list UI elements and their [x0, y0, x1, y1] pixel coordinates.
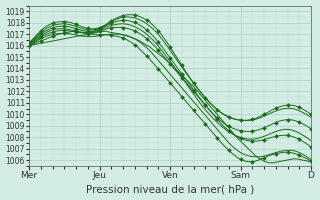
X-axis label: Pression niveau de la mer( hPa ): Pression niveau de la mer( hPa )	[86, 184, 254, 194]
